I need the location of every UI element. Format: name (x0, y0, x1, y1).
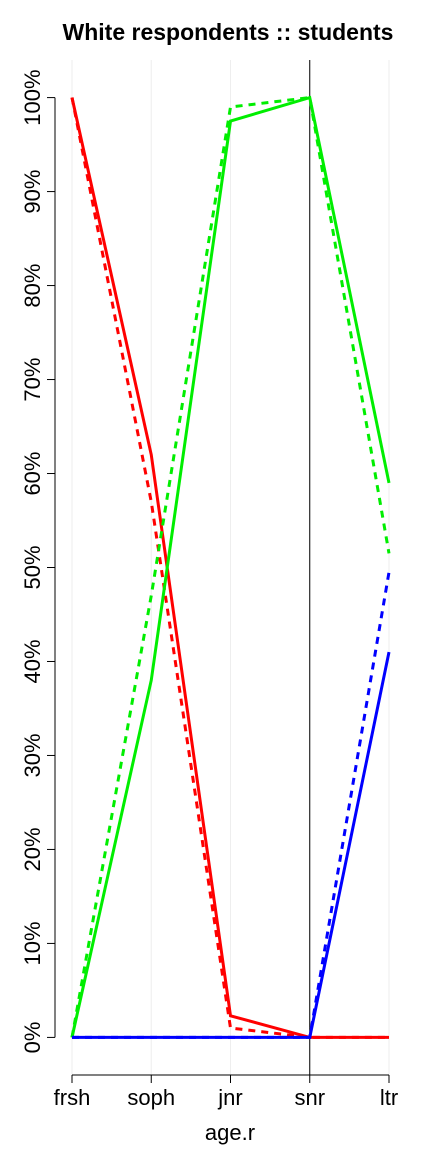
y-tick-label: 90% (20, 170, 45, 214)
series-line (70, 97, 389, 1039)
x-tick-label: jnr (217, 1085, 242, 1110)
x-tick-label: frsh (54, 1085, 91, 1110)
series-line (70, 95, 391, 1038)
y-tick-label: 20% (20, 827, 45, 871)
y-tick-label: 30% (20, 733, 45, 777)
y-tick-label: 40% (20, 639, 45, 683)
x-axis-label: age.r (205, 1120, 255, 1145)
series-line (70, 95, 391, 1038)
y-tick-label: 80% (20, 264, 45, 308)
y-tick-label: 70% (20, 358, 45, 402)
y-tick-label: 0% (20, 1022, 45, 1054)
chart-title: White respondents :: students (63, 19, 394, 45)
y-tick-label: 60% (20, 451, 45, 495)
series-line (72, 571, 391, 1039)
x-tick-label: snr (294, 1085, 325, 1110)
y-tick-label: 50% (20, 545, 45, 589)
series-line (70, 97, 389, 1039)
x-tick-label: ltr (380, 1085, 398, 1110)
y-tick-label: 100% (20, 69, 45, 125)
x-tick-label: soph (127, 1085, 175, 1110)
y-tick-label: 10% (20, 921, 45, 965)
